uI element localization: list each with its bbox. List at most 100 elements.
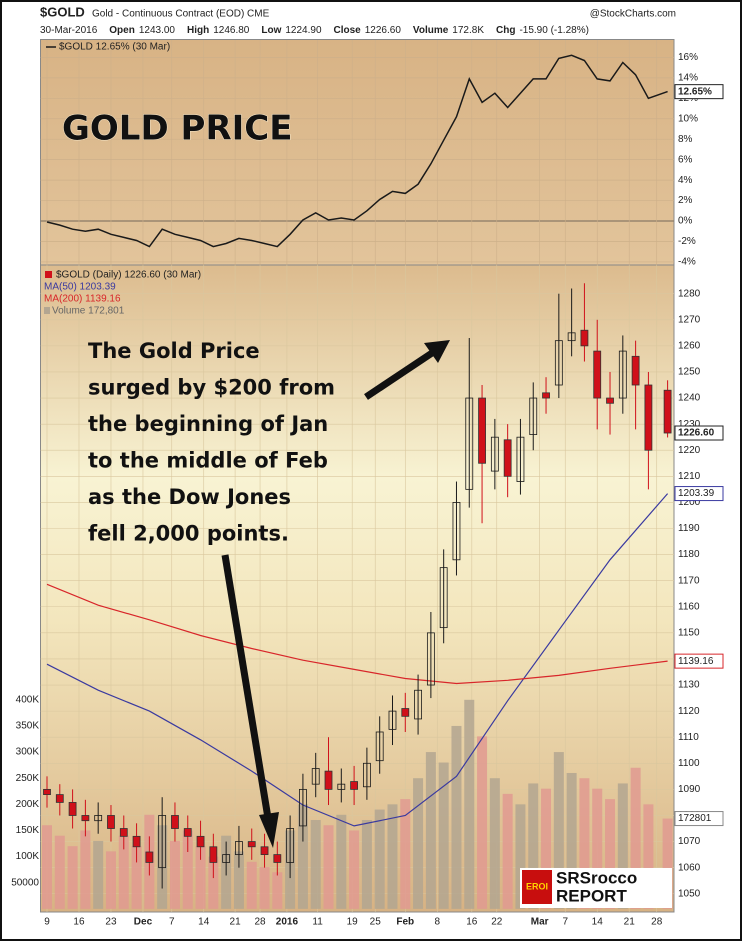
- volume-bar: [67, 846, 78, 909]
- volume-bar: [374, 809, 385, 909]
- last-value-tag: [674, 425, 724, 441]
- volume-bar: [272, 872, 283, 909]
- y-tick-label: 1200: [678, 497, 701, 508]
- y-tick-label: 1070: [678, 836, 701, 847]
- volume-bar: [131, 846, 142, 909]
- arrow: [364, 350, 434, 400]
- volume-bar: [195, 846, 206, 909]
- symbol: $GOLD: [40, 4, 85, 19]
- legend-label: MA(200) 1139.16: [44, 294, 121, 305]
- x-tick-label: 7: [562, 917, 568, 928]
- volume-bar: [182, 830, 193, 909]
- candle-body: [580, 329, 589, 347]
- arrow-head: [259, 812, 279, 848]
- y-tick-label: 10%: [678, 113, 698, 124]
- y-tick-label: 1270: [678, 314, 701, 325]
- annotation-line: the beginning of Jan: [88, 412, 328, 436]
- volume-bar: [541, 788, 552, 909]
- y-tick-label: 2%: [678, 195, 693, 206]
- logo: EROI SRSrocco REPORT: [520, 868, 672, 908]
- quote-part: 1226.60: [365, 25, 402, 36]
- last-value-tag: [674, 811, 724, 827]
- logo-line2: REPORT: [556, 886, 627, 905]
- candle-body: [43, 788, 51, 796]
- legend-label: $GOLD 12.65% (30 Mar): [59, 42, 170, 53]
- x-tick-label: 2016: [276, 917, 299, 928]
- quote-part: 1246.80: [213, 25, 250, 36]
- candle-body: [663, 389, 672, 434]
- y-tick-label: 14%: [678, 72, 698, 83]
- volume-tick-label: 200K: [16, 799, 40, 810]
- quote-part: Open: [109, 25, 135, 36]
- candle-body: [554, 340, 563, 386]
- volume-bar: [464, 699, 475, 909]
- volume-bar: [336, 814, 347, 909]
- x-tick-label: 7: [169, 917, 175, 928]
- volume-bar: [592, 788, 603, 909]
- volume-bar: [105, 851, 116, 909]
- candle-body: [375, 731, 384, 762]
- quote-part: Low: [261, 25, 281, 36]
- candle-body: [388, 710, 397, 730]
- volume-bar: [477, 736, 488, 909]
- legend-label: MA(50) 1203.39: [44, 282, 116, 293]
- y-tick-label: 1220: [678, 445, 701, 456]
- candle-body: [465, 397, 474, 490]
- candle-body: [337, 783, 346, 790]
- y-tick-label: 0%: [678, 216, 693, 227]
- y-tick-label: 6%: [678, 154, 693, 165]
- volume-bar: [246, 861, 257, 909]
- y-tick-label: 1150: [678, 627, 700, 638]
- x-tick-label: Mar: [531, 917, 549, 928]
- annotation-line: fell 2,000 points.: [88, 522, 289, 546]
- x-tick-label: 28: [254, 917, 266, 928]
- source: @StockCharts.com: [590, 9, 676, 20]
- x-tick-label: 8: [434, 917, 440, 928]
- y-tick-label: 1230: [678, 419, 701, 430]
- annotation-line: as the Dow Jones: [88, 485, 291, 509]
- price-percent-line: [46, 54, 668, 248]
- legend-swatch: [45, 271, 52, 278]
- volume-bar: [80, 830, 91, 909]
- candle-body: [516, 436, 525, 482]
- x-tick-label: Feb: [396, 917, 414, 928]
- volume-tick-label: 150K: [16, 825, 40, 836]
- volume-bar: [630, 767, 641, 909]
- quote-part: 1224.90: [285, 25, 322, 36]
- quote-part: Close: [334, 25, 362, 36]
- volume-bar: [528, 783, 539, 909]
- x-tick-label: 19: [347, 917, 359, 928]
- logo-line1: SRSrocco: [556, 868, 637, 887]
- candle-body: [183, 828, 192, 837]
- x-tick-label: 9: [44, 917, 50, 928]
- candle-body: [235, 841, 243, 856]
- volume-bar: [310, 820, 321, 909]
- moving-average-line: [46, 493, 669, 827]
- last-value-label: 12.65%: [678, 86, 712, 97]
- candle-body: [55, 794, 64, 803]
- candle-body: [81, 815, 90, 822]
- candle-body: [68, 802, 77, 816]
- annotation-text: The Gold Price surged by $200 from the beg…: [88, 339, 335, 546]
- candle-body: [631, 355, 640, 386]
- y-tick-label: -4%: [678, 257, 696, 268]
- quote-part: -15.90 (-1.28%): [519, 25, 588, 36]
- candle-body: [286, 828, 295, 863]
- x-tick-label: 23: [105, 917, 117, 928]
- candle-body: [158, 815, 167, 869]
- volume-bar: [93, 840, 104, 909]
- volume-bar: [566, 772, 577, 909]
- candle-body: [593, 350, 602, 399]
- volume-bar: [297, 804, 308, 909]
- arrow: [221, 554, 272, 819]
- y-tick-label: 1110: [678, 732, 699, 743]
- candle-body: [529, 397, 538, 435]
- logo-badge: [522, 870, 552, 904]
- logo-badge-text: EROI: [526, 881, 548, 891]
- quote-part: 30-Mar-2016: [40, 25, 98, 36]
- candle-body: [273, 854, 282, 863]
- candle-body: [324, 770, 333, 790]
- candle-body: [644, 384, 653, 451]
- quote-part: High: [187, 25, 209, 36]
